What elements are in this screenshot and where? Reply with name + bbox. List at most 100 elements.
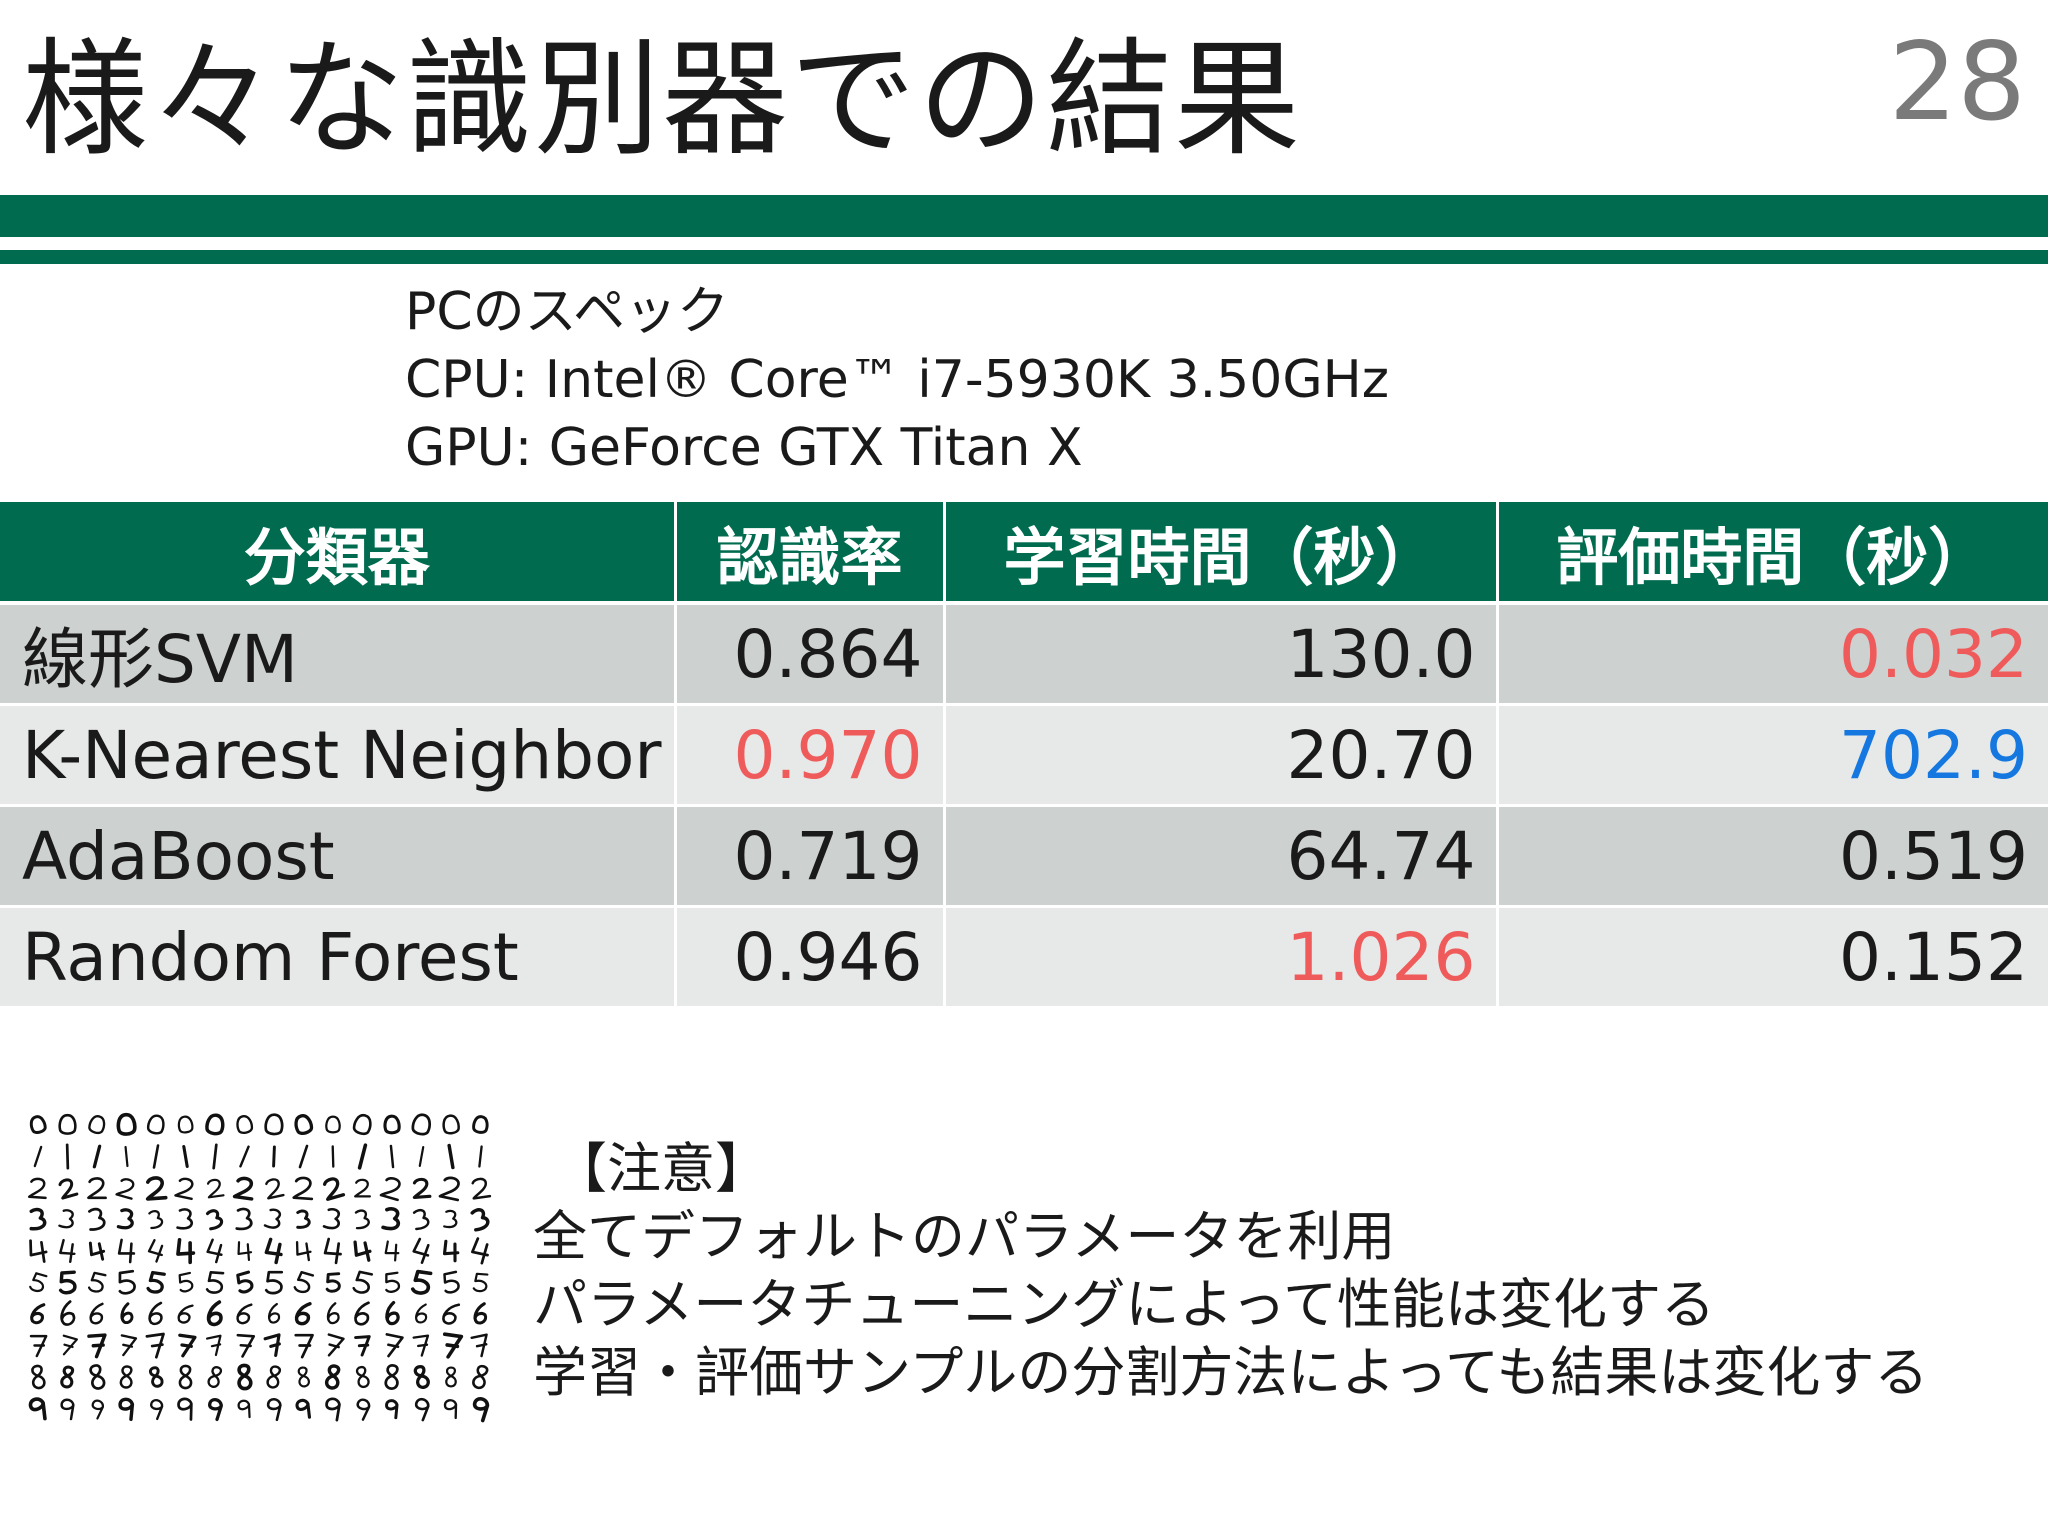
results-table: 分類器 認識率 学習時間（秒） 評価時間（秒） 線形SVM 0.864 130.…: [0, 502, 2048, 1009]
digit-4-sample: [88, 1241, 106, 1261]
digit-6-sample: [294, 1302, 312, 1326]
digit-0-sample: [442, 1114, 460, 1135]
title-divider-thin: [0, 250, 2048, 264]
digit-6-sample: [120, 1302, 134, 1325]
digit-5-sample: [443, 1270, 460, 1294]
digit-5-sample: [325, 1272, 341, 1293]
digit-8-sample: [60, 1365, 75, 1389]
digit-6-sample: [415, 1303, 428, 1324]
digit-7-sample: [354, 1335, 371, 1357]
digit-3-sample: [88, 1207, 106, 1231]
digit-9-sample: [177, 1397, 193, 1421]
digit-8-sample: [119, 1365, 133, 1389]
digit-0-sample: [177, 1115, 194, 1134]
digit-6-sample: [267, 1302, 281, 1324]
digit-5-sample: [410, 1269, 433, 1295]
digit-1-sample: [272, 1145, 276, 1168]
digit-1-sample: [182, 1145, 189, 1168]
digit-6-sample: [60, 1300, 76, 1326]
digit-9-sample: [414, 1397, 430, 1422]
digit-1-sample: [357, 1143, 368, 1170]
specs-cpu: CPU: Intel® Core™ i7-5930K 3.50GHz: [405, 350, 1390, 410]
digit-4-sample: [206, 1238, 223, 1264]
digit-2-sample: [412, 1177, 432, 1199]
digit-2-sample: [232, 1176, 254, 1201]
digit-3-sample: [116, 1208, 134, 1230]
digit-7-sample: [145, 1332, 165, 1359]
cell-train-time: 1.026: [944, 906, 1499, 1009]
digit-3-sample: [58, 1209, 74, 1229]
digit-4-sample: [176, 1237, 196, 1265]
digit-4-sample: [471, 1237, 489, 1265]
digit-8-sample: [31, 1364, 46, 1390]
cell-accuracy: 0.864: [675, 603, 946, 706]
digit-8-sample: [266, 1365, 282, 1389]
digit-6-sample: [442, 1303, 461, 1325]
digit-2-sample: [265, 1178, 285, 1200]
digit-3-sample: [205, 1209, 224, 1231]
digit-3-sample: [296, 1209, 311, 1229]
digit-4-sample: [384, 1240, 400, 1262]
digit-5-sample: [293, 1270, 315, 1294]
digit-6-sample: [354, 1301, 370, 1326]
digit-8-sample: [178, 1364, 193, 1390]
digit-2-sample: [145, 1176, 168, 1201]
digit-1-sample: [212, 1143, 218, 1170]
digit-3-sample: [148, 1210, 164, 1230]
digit-1-sample: [331, 1145, 335, 1168]
cell-accuracy: 0.970: [675, 704, 946, 807]
header-eval-time: 評価時間（秒）: [1497, 502, 2048, 605]
digit-0-sample: [29, 1115, 47, 1134]
digit-8-sample: [324, 1364, 341, 1390]
digit-6-sample: [236, 1303, 253, 1325]
specs-heading: PCのスペック: [405, 282, 730, 342]
digit-9-sample: [237, 1399, 251, 1419]
digit-9-sample: [28, 1397, 47, 1421]
digit-7-sample: [412, 1334, 430, 1357]
digit-4-sample: [295, 1240, 312, 1262]
digit-2-sample: [27, 1177, 47, 1200]
digit-3-sample: [412, 1208, 430, 1231]
digit-4-sample: [442, 1239, 460, 1263]
table-row: AdaBoost 0.719 64.74 0.519: [0, 805, 2048, 908]
digit-4-sample: [412, 1237, 430, 1264]
note-line: 全てデフォルトのパラメータを利用: [533, 1205, 1396, 1268]
digit-0-sample: [116, 1112, 137, 1136]
specs-gpu: GPU: GeForce GTX Titan X: [405, 418, 1083, 478]
digit-4-sample: [323, 1237, 342, 1265]
digit-0-sample: [88, 1115, 106, 1135]
digit-3-sample: [176, 1208, 193, 1230]
digit-0-sample: [236, 1115, 254, 1135]
digit-3-sample: [263, 1208, 281, 1229]
digit-2-sample: [354, 1178, 371, 1198]
digit-9-sample: [325, 1397, 341, 1422]
digit-1-sample: [418, 1146, 425, 1167]
digit-0-sample: [383, 1114, 401, 1135]
digit-3-sample: [322, 1207, 341, 1230]
digit-5-sample: [87, 1271, 107, 1293]
digit-1-sample: [33, 1145, 43, 1168]
digit-3-sample: [354, 1209, 370, 1230]
digit-7-sample: [327, 1333, 345, 1357]
digit-6-sample: [473, 1302, 488, 1325]
digit-8-sample: [89, 1364, 106, 1390]
digit-6-sample: [206, 1300, 223, 1327]
digit-6-sample: [148, 1301, 163, 1326]
cell-accuracy: 0.946: [675, 906, 946, 1009]
header-classifier: 分類器: [0, 502, 677, 605]
digit-8-sample: [413, 1364, 430, 1389]
digit-8-sample: [384, 1364, 399, 1390]
digit-6-sample: [89, 1302, 104, 1325]
title-divider-thick: [0, 195, 2048, 237]
digit-9-sample: [91, 1399, 105, 1420]
digit-8-sample: [148, 1366, 164, 1388]
digit-2-sample: [206, 1178, 225, 1199]
digit-5-sample: [472, 1272, 489, 1293]
digit-9-sample: [472, 1397, 490, 1423]
digit-6-sample: [177, 1304, 194, 1324]
digit-2-sample: [115, 1178, 135, 1200]
cell-train-time: 64.74: [944, 805, 1499, 908]
digit-7-sample: [236, 1333, 256, 1358]
digit-4-sample: [353, 1240, 372, 1262]
digit-4-sample: [29, 1239, 48, 1263]
